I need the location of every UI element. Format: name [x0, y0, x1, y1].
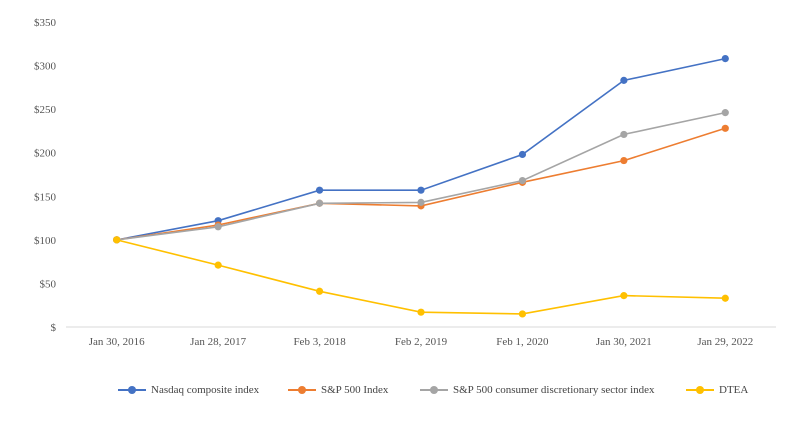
legend-swatch	[686, 385, 714, 395]
y-tick-label: $300	[34, 61, 57, 73]
line-chart: $ $50 $100 $150 $200 $250 $300 $350 Jan 30, 201…	[34, 17, 776, 348]
data-point	[620, 130, 628, 139]
x-tick-label: Feb 3, 2018	[293, 336, 346, 348]
y-tick-label: $250	[34, 104, 57, 116]
legend-item: Nasdaq composite index	[118, 382, 259, 398]
data-point	[214, 261, 222, 269]
y-axis: $ $50 $100 $150 $200 $250 $300 $350	[34, 17, 57, 334]
legend-item: DTEA	[686, 382, 748, 398]
legend-label: S&P 500 consumer discretionary sector in…	[453, 384, 655, 396]
data-point	[315, 287, 324, 295]
x-tick-label: Jan 30, 2016	[89, 336, 145, 348]
data-point	[214, 223, 222, 231]
data-point	[620, 76, 628, 84]
legend-swatch-marker	[430, 386, 438, 394]
data-point	[315, 199, 324, 207]
y-tick-label: $350	[34, 17, 57, 29]
legend-swatch	[118, 385, 146, 395]
series-3	[113, 236, 729, 318]
series-line	[116, 239, 726, 315]
data-point	[721, 109, 729, 117]
y-tick-label: $100	[34, 235, 57, 247]
legend-swatch-marker	[696, 386, 704, 394]
data-point	[315, 186, 324, 194]
series-layer	[113, 55, 729, 318]
legend-swatch	[288, 385, 316, 395]
data-point	[417, 186, 425, 194]
y-tick-label: $150	[34, 191, 57, 203]
data-point	[721, 124, 729, 132]
y-tick-label: $50	[40, 278, 57, 290]
legend-item: S&P 500 consumer discretionary sector in…	[420, 382, 655, 398]
data-point	[721, 294, 729, 302]
legend-swatch-marker	[128, 386, 136, 394]
data-point	[620, 292, 628, 300]
chart-legend: Nasdaq composite index S&P 500 Index S&P 5…	[0, 382, 806, 400]
data-point	[417, 308, 425, 316]
legend-label: Nasdaq composite index	[151, 384, 260, 396]
data-point	[518, 310, 527, 318]
series-0	[113, 55, 729, 244]
series-1	[113, 124, 729, 244]
data-point	[417, 198, 425, 206]
legend-label: DTEA	[719, 384, 749, 396]
x-tick-label: Feb 1, 2020	[496, 336, 549, 348]
x-tick-label: Jan 29, 2022	[697, 336, 753, 348]
legend-label: S&P 500 Index	[321, 384, 389, 396]
x-tick-label: Feb 2, 2019	[395, 336, 448, 348]
y-tick-label: $	[51, 322, 57, 334]
series-line	[116, 111, 726, 241]
series-line	[116, 57, 726, 241]
data-point	[518, 177, 527, 185]
data-point	[113, 236, 121, 244]
series-2	[113, 109, 729, 244]
x-axis: Jan 30, 2016 Jan 28, 2017 Feb 3, 2018 Feb 2…	[66, 326, 776, 348]
y-tick-label: $200	[34, 148, 57, 160]
x-tick-label: Jan 28, 2017	[190, 336, 246, 348]
data-point	[518, 150, 527, 159]
legend-item: S&P 500 Index	[288, 382, 388, 398]
data-point	[721, 55, 729, 63]
legend-swatch-marker	[298, 386, 306, 394]
data-point	[620, 156, 628, 165]
legend-swatch	[420, 385, 448, 395]
x-tick-label: Jan 30, 2021	[596, 336, 652, 348]
